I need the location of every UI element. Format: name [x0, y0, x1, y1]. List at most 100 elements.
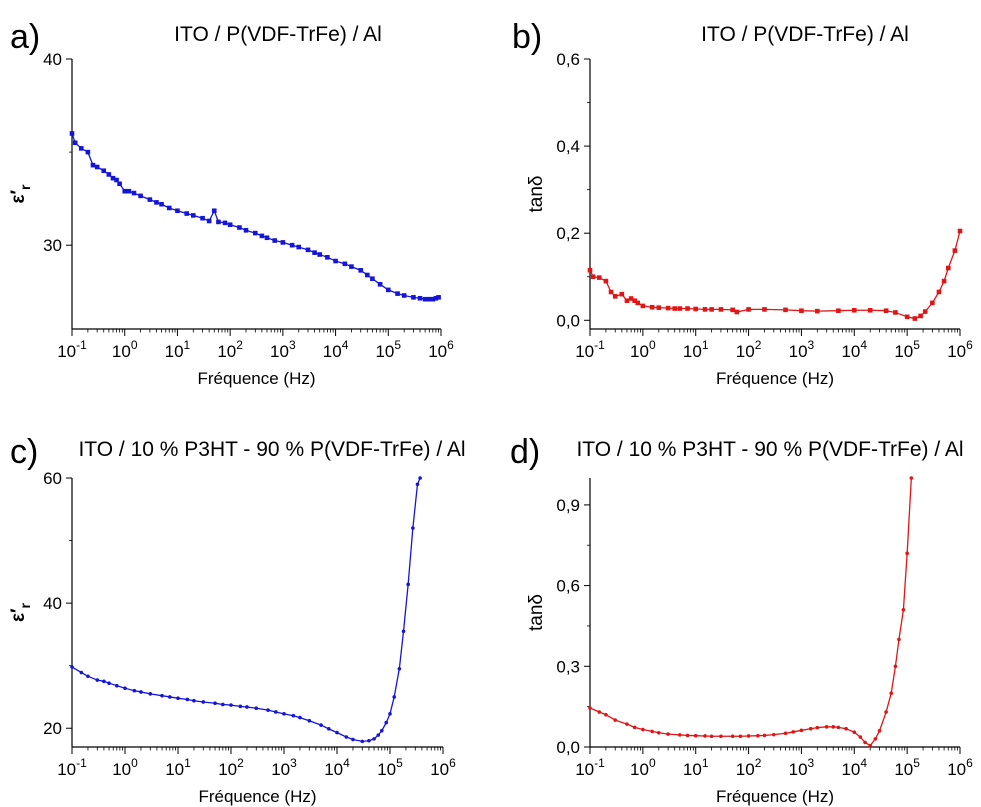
- data-point: [771, 732, 776, 737]
- y-tick-label: 40: [43, 594, 62, 613]
- data-point: [159, 201, 164, 207]
- data-point: [192, 698, 196, 703]
- data-point: [216, 219, 221, 225]
- data-point: [877, 729, 882, 733]
- y-tick-label: 0,6: [556, 50, 580, 69]
- data-point: [280, 240, 286, 245]
- y-tick-label: 0,6: [556, 577, 580, 596]
- data-point: [388, 712, 392, 716]
- data-point: [79, 670, 84, 675]
- data-point: [358, 268, 364, 273]
- data-point: [333, 258, 338, 264]
- x-tick-label: 103: [270, 338, 296, 361]
- y-tick-label: 0,3: [556, 657, 580, 676]
- data-point: [597, 710, 602, 714]
- chart-title: ITO / P(VDF-TrFe) / Al: [701, 23, 909, 46]
- data-point: [649, 304, 655, 310]
- y-tick-label: 20: [43, 719, 62, 738]
- data-point: [291, 713, 296, 718]
- data-point: [190, 213, 196, 218]
- data-point: [211, 208, 217, 214]
- data-point: [762, 307, 767, 312]
- data-point: [693, 306, 699, 312]
- data-point: [114, 683, 119, 688]
- data-point: [132, 688, 137, 693]
- x-axis-label: Fréquence (Hz): [198, 787, 316, 806]
- data-point: [160, 693, 164, 698]
- x-tick-label: 10-1: [575, 756, 605, 779]
- data-point: [138, 193, 143, 199]
- x-axis-label: Fréquence (Hz): [716, 369, 834, 388]
- data-point: [70, 665, 74, 669]
- x-tick-label: 106: [947, 338, 973, 361]
- data-point: [685, 306, 690, 311]
- panel-d: d) ITO / 10 % P3HT - 90 % P(VDF-TrFe) / A…: [510, 433, 973, 806]
- data-point: [305, 247, 311, 253]
- y-tick-label: 40: [43, 50, 62, 69]
- data-point: [415, 482, 420, 487]
- data-point: [791, 730, 796, 734]
- data-point: [417, 295, 423, 301]
- data-point: [176, 696, 180, 701]
- data-point: [147, 197, 153, 202]
- x-tick-label: 100: [630, 756, 656, 779]
- data-point: [685, 733, 690, 738]
- data-point: [909, 476, 914, 480]
- data-point: [317, 252, 323, 257]
- data-point: [945, 265, 951, 271]
- y-tick-label: 0,4: [556, 137, 580, 156]
- data-point: [131, 190, 137, 196]
- data-point: [102, 679, 106, 684]
- data-point: [238, 704, 243, 709]
- data-point: [372, 737, 376, 741]
- series-line: [72, 478, 421, 743]
- data-point: [307, 718, 312, 723]
- data-point: [901, 608, 906, 612]
- x-tick-label: 101: [165, 756, 191, 779]
- data-point: [401, 293, 407, 298]
- data-point: [222, 220, 228, 226]
- data-point: [587, 267, 593, 273]
- x-tick-label: 100: [630, 338, 656, 361]
- x-tick-label: 103: [789, 756, 815, 779]
- data-point: [90, 162, 96, 168]
- data-point: [110, 175, 116, 181]
- data-point: [411, 526, 415, 530]
- x-tick-label: 103: [789, 338, 815, 361]
- data-point: [709, 307, 714, 312]
- x-tick-label: 103: [271, 756, 297, 779]
- data-point: [799, 728, 804, 733]
- y-tick-label: 60: [43, 469, 62, 488]
- data-point: [148, 692, 153, 696]
- data-point: [746, 734, 751, 738]
- data-point: [107, 681, 111, 685]
- data-point: [114, 177, 119, 183]
- x-tick-label: 100: [112, 756, 138, 779]
- data-point: [237, 225, 242, 230]
- data-point: [844, 726, 848, 731]
- data-point: [349, 264, 354, 269]
- data-point: [656, 730, 661, 735]
- panel-label: a): [10, 18, 40, 56]
- data-point: [175, 208, 180, 214]
- data-point: [259, 233, 265, 239]
- data-point: [873, 737, 878, 741]
- data-point: [734, 309, 740, 315]
- data-point: [612, 294, 618, 299]
- data-point: [650, 729, 654, 734]
- data-point: [227, 222, 233, 228]
- data-point: [72, 140, 78, 146]
- data-point: [184, 211, 190, 216]
- data-point: [377, 282, 383, 287]
- data-point: [912, 316, 918, 321]
- data-point: [625, 722, 629, 726]
- data-point: [266, 708, 270, 712]
- data-point: [406, 582, 410, 587]
- x-tick-label: 106: [430, 756, 456, 779]
- data-point: [709, 734, 714, 739]
- data-point: [783, 307, 788, 313]
- data-point: [656, 305, 662, 310]
- data-point: [815, 308, 820, 314]
- data-point: [851, 307, 857, 313]
